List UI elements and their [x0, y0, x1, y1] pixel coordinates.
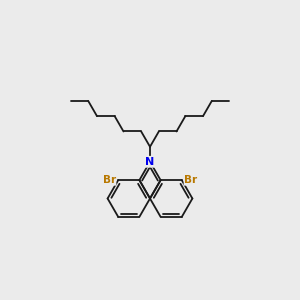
- Text: Br: Br: [103, 175, 116, 185]
- Text: Br: Br: [184, 175, 197, 185]
- Text: N: N: [146, 157, 154, 167]
